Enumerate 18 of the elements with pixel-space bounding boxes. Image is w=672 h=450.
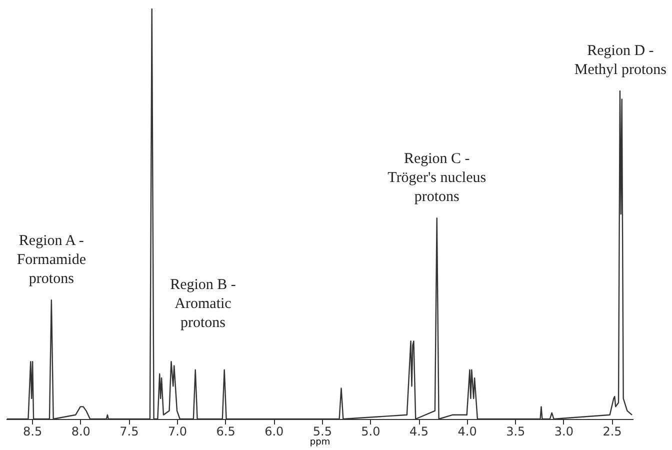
x-tick-label: 3.5: [506, 424, 526, 438]
x-tick-label: 5.0: [361, 424, 380, 438]
annotation: Region C - Tröger's nucleus protons: [388, 151, 486, 205]
x-tick-label: 4.5: [409, 424, 429, 438]
annotation: Region D - Methyl protons: [574, 42, 667, 78]
x-tick-label: 6.0: [264, 424, 284, 438]
x-tick-label: 4.0: [458, 424, 477, 438]
annotation: Region A - Formamide protons: [16, 233, 86, 287]
x-tick-label: 5.5: [312, 424, 332, 438]
x-axis-title: ppm: [310, 438, 330, 448]
x-tick-label: 2.5: [602, 424, 622, 438]
x-tick-label: 6.5: [216, 424, 236, 438]
x-tick-label: 7.5: [120, 424, 139, 438]
x-tick-label: 3.0: [554, 424, 574, 438]
annotation: Region B - Aromatic protons: [170, 277, 236, 331]
x-tick-label: 8.5: [23, 424, 42, 438]
x-tick-label: 8.0: [71, 424, 90, 438]
x-tick-label: 7.0: [168, 424, 188, 438]
